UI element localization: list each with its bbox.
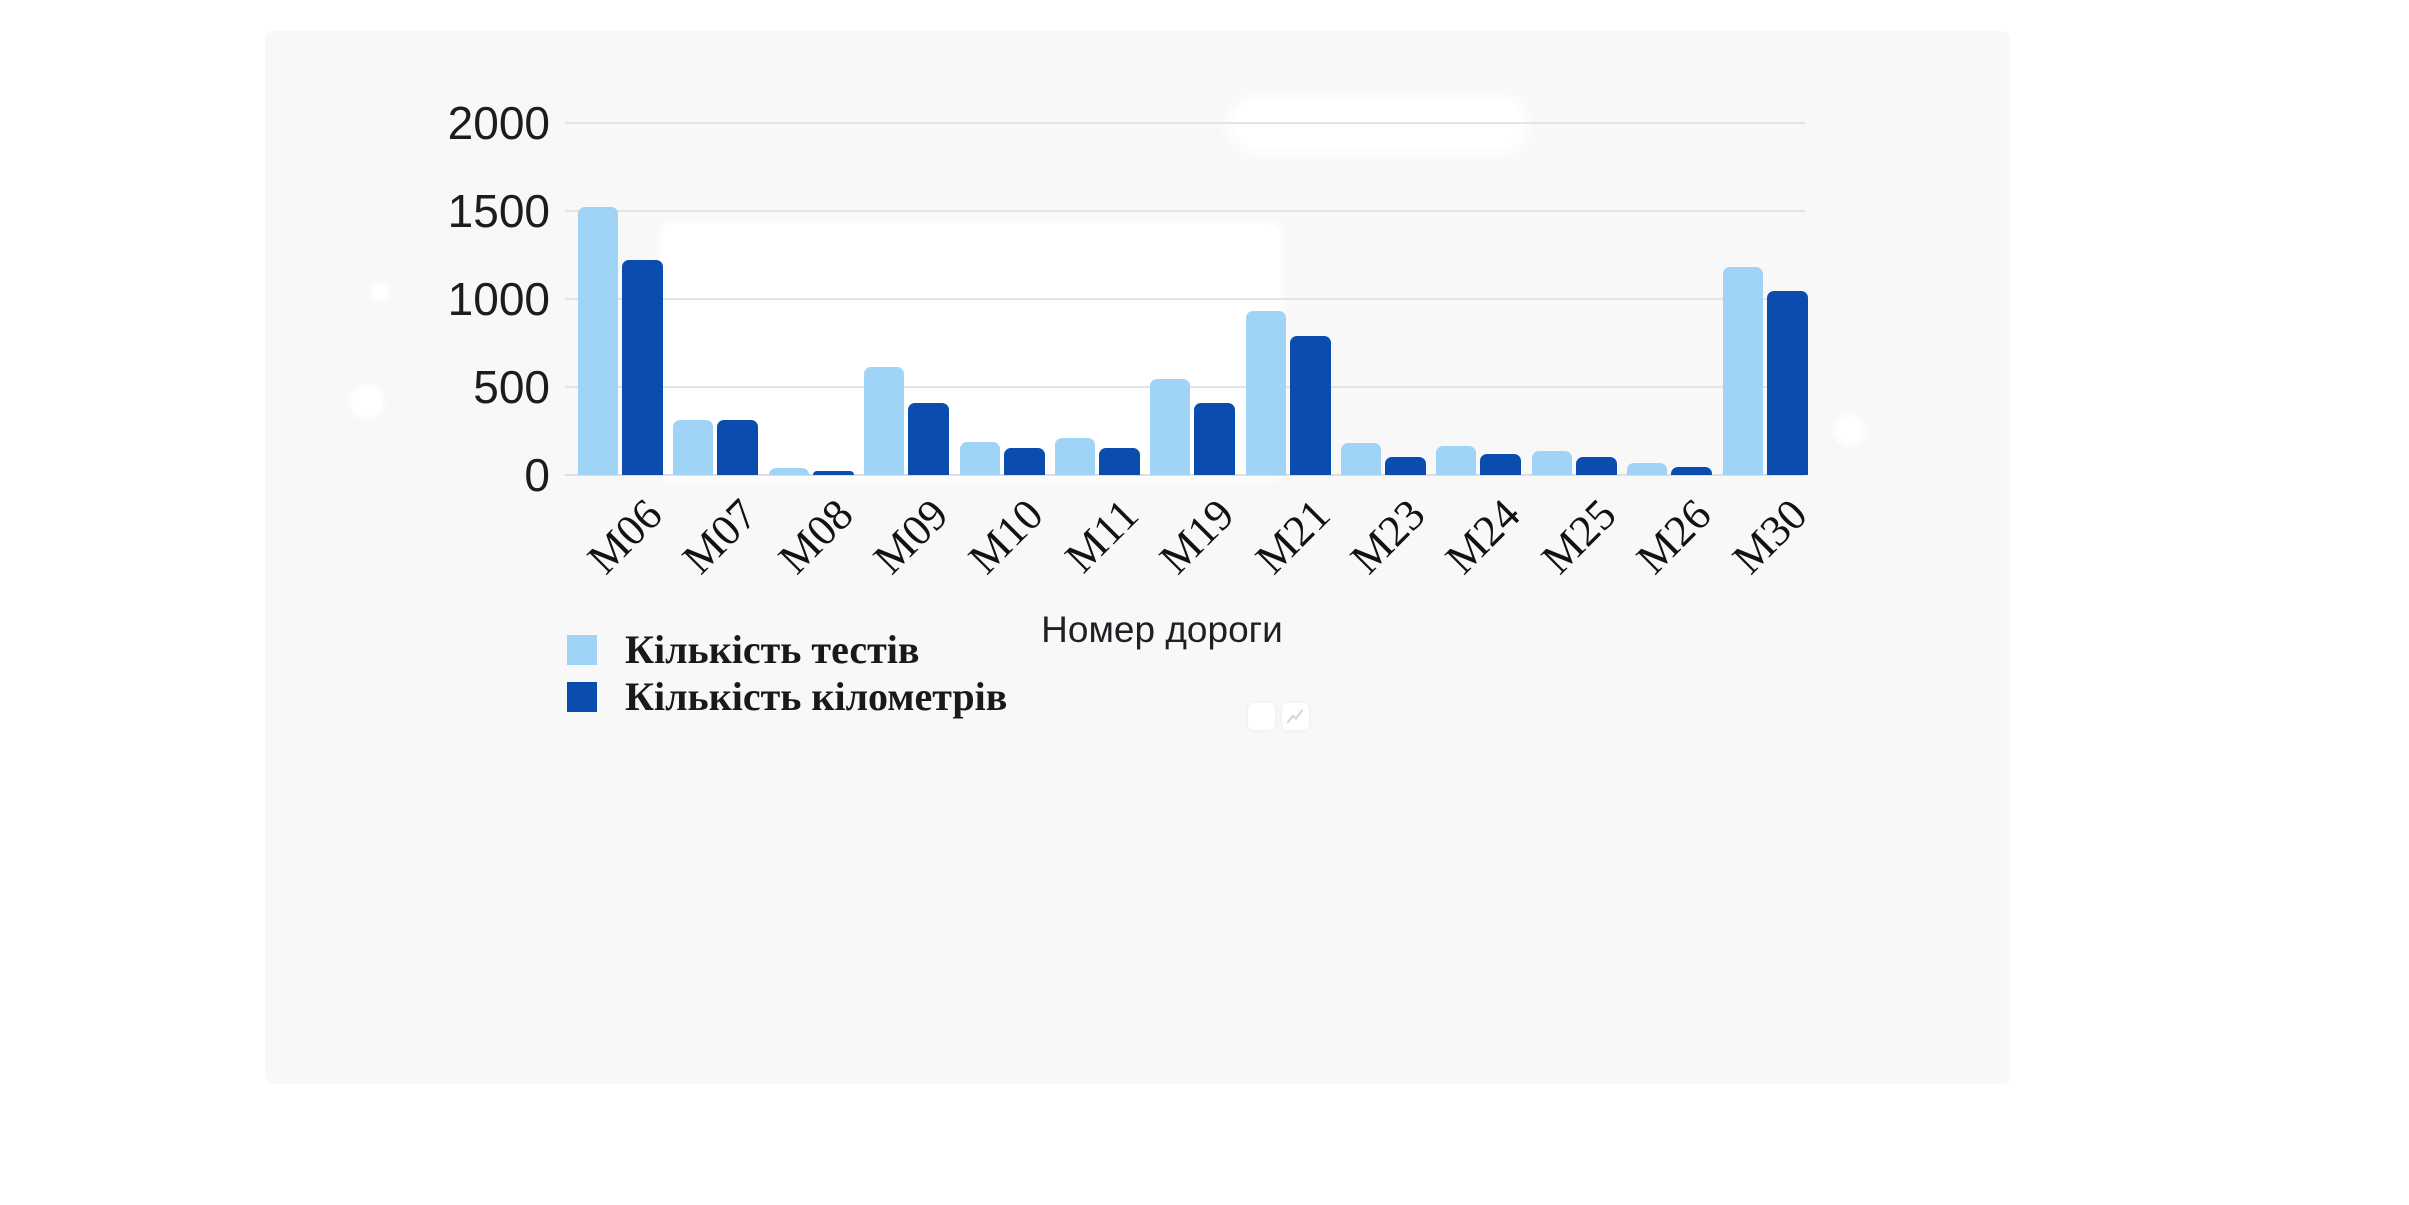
bar-kilometers-М10 [1003, 447, 1045, 475]
chart-canvas [265, 31, 2010, 1084]
bar-kilometers-М08 [812, 470, 854, 475]
bar-tests-М19 [1150, 379, 1191, 475]
bar-kilometers-М23 [1385, 457, 1427, 475]
overlay-dot [372, 284, 388, 300]
legend-label-kilometers: Кількість кілометрів [625, 674, 1008, 719]
bar-chart-button[interactable] [1248, 703, 1275, 730]
bar-kilometers-М19 [1194, 402, 1236, 475]
gridline-0 [565, 474, 1805, 476]
bar-tests-М10 [959, 441, 1000, 475]
bar-kilometers-М30 [1766, 291, 1808, 475]
gridline-1000 [565, 298, 1805, 300]
bar-tests-М06 [578, 207, 618, 475]
legend: Кількість тестів Кількість кілометрів [567, 627, 1007, 728]
bar-kilometers-М09 [908, 402, 950, 475]
y-axis-tick-label-2000: 2000 [447, 97, 550, 149]
gridline-2000 [565, 122, 1805, 124]
bar-tests-М30 [1722, 267, 1763, 475]
bar-tests-М07 [673, 420, 714, 475]
x-axis-title: Номер дороги [1041, 609, 1283, 650]
line-chart-icon [1286, 709, 1304, 724]
bar-kilometers-М26 [1671, 467, 1713, 475]
legend-item-tests: Кількість тестів [567, 627, 1007, 672]
legend-label-tests: Кількість тестів [625, 627, 920, 672]
bar-kilometers-М24 [1480, 453, 1522, 475]
line-chart-button[interactable] [1282, 703, 1309, 730]
bar-kilometers-М11 [1098, 447, 1140, 475]
legend-swatch-kilometers [567, 681, 597, 712]
overlay-circle-right [1837, 417, 1863, 443]
y-axis-tick-label-500: 500 [473, 361, 550, 413]
bar-tests-М25 [1531, 451, 1572, 475]
bar-kilometers-М25 [1575, 456, 1617, 475]
bar-tests-М26 [1627, 462, 1668, 475]
bar-kilometers-М06 [622, 260, 663, 475]
bar-tests-М24 [1436, 445, 1477, 475]
gridline-1500 [565, 210, 1805, 212]
bar-tests-М11 [1054, 438, 1095, 475]
y-axis-tick-label-1000: 1000 [447, 273, 550, 325]
bar-kilometers-М21 [1289, 335, 1331, 475]
legend-item-kilometers: Кількість кілометрів [567, 674, 1007, 719]
overlay-circle-left [352, 387, 382, 417]
bar-tests-М21 [1245, 311, 1286, 475]
y-axis-tick-label-0: 0 [524, 449, 550, 501]
legend-swatch-tests [567, 634, 597, 665]
bar-kilometers-М07 [717, 419, 759, 475]
bar-tests-М08 [768, 467, 809, 475]
y-axis-tick-label-1500: 1500 [447, 185, 550, 237]
bar-tests-М23 [1341, 443, 1382, 475]
bar-tests-М09 [864, 366, 905, 475]
